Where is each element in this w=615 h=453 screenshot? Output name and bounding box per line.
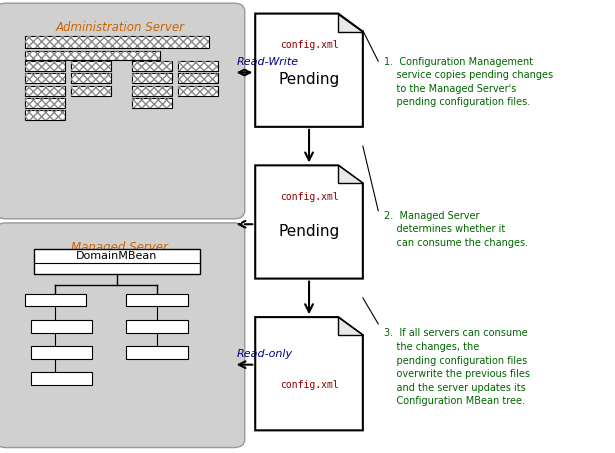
- Text: DomainMBean: DomainMBean: [76, 251, 157, 261]
- Bar: [132, 61, 172, 71]
- Bar: [132, 98, 172, 108]
- Bar: [25, 294, 86, 306]
- Bar: [25, 61, 65, 71]
- Bar: [31, 346, 92, 359]
- Bar: [132, 86, 172, 96]
- Bar: [25, 110, 65, 120]
- Bar: [25, 73, 65, 83]
- Bar: [25, 73, 65, 83]
- Polygon shape: [255, 14, 363, 127]
- Bar: [25, 36, 209, 48]
- Bar: [25, 86, 65, 96]
- Bar: [178, 61, 218, 71]
- Bar: [25, 61, 65, 71]
- Text: config.xml: config.xml: [280, 380, 338, 390]
- Bar: [126, 320, 188, 333]
- Bar: [132, 73, 172, 83]
- Bar: [31, 372, 92, 385]
- Text: 2.  Managed Server
    determines whether it
    can consume the changes.: 2. Managed Server determines whether it …: [384, 211, 528, 248]
- Bar: [132, 61, 172, 71]
- Polygon shape: [338, 317, 363, 335]
- Bar: [71, 86, 111, 96]
- Bar: [71, 73, 111, 83]
- Bar: [178, 86, 218, 96]
- Text: config.xml: config.xml: [280, 192, 338, 202]
- Bar: [132, 98, 172, 108]
- Bar: [132, 73, 172, 83]
- Bar: [178, 61, 218, 71]
- Text: config.xml: config.xml: [280, 40, 338, 50]
- Polygon shape: [338, 165, 363, 183]
- Bar: [25, 36, 209, 48]
- Bar: [25, 86, 65, 96]
- FancyBboxPatch shape: [0, 3, 245, 219]
- Bar: [178, 73, 218, 83]
- Bar: [71, 73, 111, 83]
- Text: 3.  If all servers can consume
    the changes, the
    pending configuration fi: 3. If all servers can consume the change…: [384, 328, 530, 406]
- Bar: [34, 249, 200, 274]
- Bar: [178, 86, 218, 96]
- Text: Read-only: Read-only: [237, 349, 293, 359]
- Text: Pending: Pending: [279, 72, 339, 87]
- FancyBboxPatch shape: [0, 223, 245, 448]
- Bar: [25, 98, 65, 108]
- Bar: [178, 73, 218, 83]
- Text: Administration Server: Administration Server: [55, 21, 184, 34]
- Bar: [31, 320, 92, 333]
- Polygon shape: [338, 14, 363, 32]
- Bar: [71, 86, 111, 96]
- Bar: [25, 51, 160, 60]
- Polygon shape: [255, 317, 363, 430]
- Bar: [126, 294, 188, 306]
- Bar: [25, 98, 65, 108]
- Bar: [126, 346, 188, 359]
- Bar: [25, 110, 65, 120]
- Text: Pending: Pending: [279, 223, 339, 239]
- Text: 1.  Configuration Management
    service copies pending changes
    to the Manag: 1. Configuration Management service copi…: [384, 57, 554, 107]
- Polygon shape: [255, 165, 363, 279]
- Bar: [71, 61, 111, 71]
- Bar: [25, 51, 160, 60]
- Bar: [132, 86, 172, 96]
- Text: Read-Write: Read-Write: [237, 57, 299, 67]
- Text: Managed Server: Managed Server: [71, 241, 169, 254]
- Bar: [71, 61, 111, 71]
